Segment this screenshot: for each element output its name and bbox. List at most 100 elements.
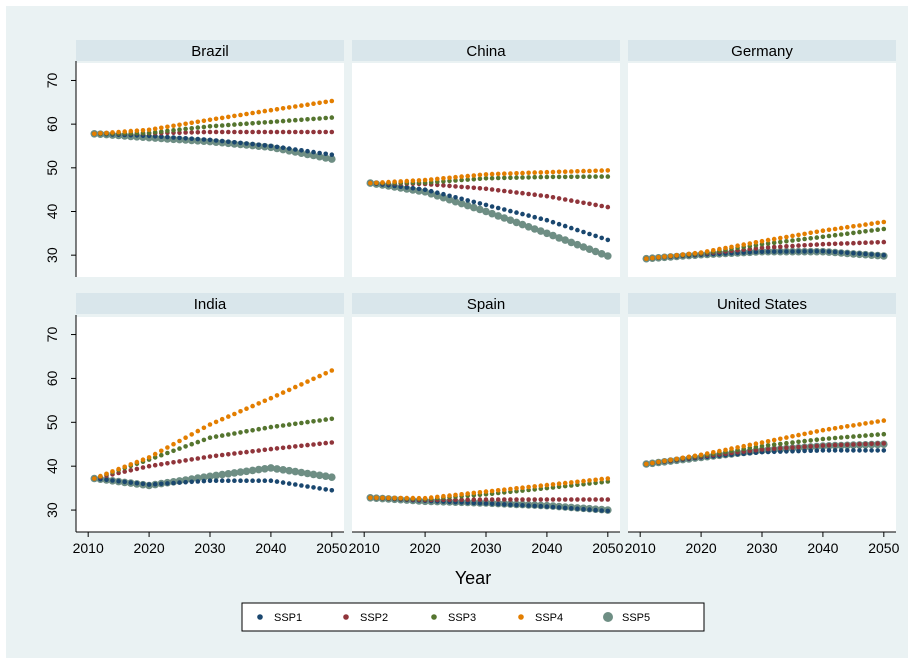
- marker-brazil-ssp1: [311, 149, 316, 155]
- marker-brazil-ssp1: [244, 141, 249, 146]
- marker-brazil-ssp1: [250, 141, 255, 147]
- marker-germany-ssp4: [747, 241, 753, 246]
- marker-brazil-ssp1: [286, 146, 292, 151]
- marker-united-states-ssp3: [838, 435, 844, 440]
- marker-china-ssp4: [569, 169, 574, 174]
- marker-united-states-ssp3: [857, 433, 862, 439]
- y-tick-label: 30: [44, 247, 60, 263]
- marker-india-ssp2: [189, 457, 194, 462]
- marker-india-ssp4: [329, 368, 335, 373]
- marker-spain-ssp4: [605, 476, 611, 481]
- marker-brazil-ssp2: [256, 129, 261, 135]
- marker-china-ssp2: [465, 185, 471, 190]
- marker-china-ssp3: [489, 175, 495, 181]
- marker-united-states-ssp4: [717, 448, 722, 454]
- marker-china-ssp5: [543, 229, 551, 238]
- marker-india-ssp2: [262, 447, 268, 453]
- marker-india-ssp2: [329, 440, 335, 445]
- marker-india-ssp1: [177, 480, 182, 485]
- marker-china-ssp4: [368, 180, 373, 186]
- marker-india-ssp4: [183, 435, 188, 441]
- marker-brazil-ssp4: [116, 129, 121, 135]
- marker-united-states-ssp4: [808, 430, 813, 436]
- legend-label-ssp1: SSP1: [274, 612, 302, 624]
- panel-strip-spain: [352, 293, 620, 314]
- marker-china-ssp4: [441, 176, 446, 181]
- x-tick-label: 2040: [531, 540, 562, 556]
- marker-brazil-ssp3: [183, 126, 188, 132]
- marker-india-ssp5: [328, 473, 336, 482]
- marker-united-states-ssp4: [686, 454, 692, 460]
- marker-india-ssp2: [232, 451, 237, 456]
- marker-germany-ssp4: [692, 250, 698, 256]
- marker-india-ssp4: [280, 390, 286, 395]
- marker-china-ssp4: [471, 173, 477, 178]
- panel-strip-china: [352, 40, 620, 61]
- marker-china-ssp3: [477, 176, 483, 181]
- marker-united-states-ssp4: [881, 418, 887, 423]
- marker-brazil-ssp4: [232, 113, 237, 119]
- marker-brazil-ssp4: [104, 130, 109, 136]
- x-tick-label: 2020: [686, 540, 717, 556]
- marker-germany-ssp4: [717, 246, 722, 252]
- marker-india-ssp3: [250, 428, 255, 433]
- marker-brazil-ssp4: [152, 126, 158, 132]
- marker-china-ssp3: [514, 175, 519, 180]
- marker-china-ssp3: [550, 174, 556, 180]
- y-tick-label: 70: [44, 327, 60, 343]
- marker-germany-ssp1: [796, 249, 801, 254]
- marker-united-states-ssp3: [808, 438, 813, 443]
- marker-china-ssp4: [374, 180, 379, 186]
- marker-spain-ssp4: [495, 488, 501, 493]
- marker-china-ssp4: [556, 169, 562, 175]
- marker-spain-ssp1: [605, 508, 611, 514]
- marker-brazil-ssp3: [244, 121, 249, 126]
- marker-india-ssp5: [273, 465, 281, 473]
- marker-india-ssp4: [317, 373, 322, 379]
- marker-germany-ssp2: [771, 244, 777, 250]
- marker-spain-ssp2: [489, 497, 495, 502]
- marker-china-ssp5: [500, 214, 509, 222]
- marker-china-ssp5: [463, 201, 472, 210]
- marker-united-states-ssp4: [656, 459, 661, 465]
- marker-india-ssp4: [244, 406, 249, 412]
- marker-india-ssp2: [134, 466, 140, 472]
- x-tick-label: 2030: [470, 540, 501, 556]
- marker-brazil-ssp2: [299, 129, 304, 135]
- marker-china-ssp4: [416, 178, 422, 183]
- marker-india-ssp3: [286, 422, 292, 427]
- marker-brazil-ssp1: [299, 148, 304, 153]
- marker-china-ssp1: [435, 190, 440, 195]
- marker-india-ssp4: [323, 371, 329, 376]
- marker-india-ssp1: [213, 478, 219, 484]
- marker-india-ssp1: [244, 478, 249, 484]
- marker-india-ssp1: [146, 482, 152, 487]
- marker-china-ssp4: [587, 168, 592, 174]
- marker-spain-ssp4: [398, 495, 404, 501]
- marker-germany-ssp4: [656, 255, 661, 260]
- marker-germany-ssp4: [784, 234, 789, 240]
- marker-united-states-ssp2: [814, 443, 820, 449]
- marker-china-ssp4: [465, 173, 471, 179]
- marker-india-ssp2: [152, 462, 158, 468]
- marker-india-ssp4: [311, 376, 316, 382]
- marker-spain-ssp2: [526, 497, 531, 502]
- marker-china-ssp4: [435, 176, 440, 182]
- legend-box: [241, 602, 705, 632]
- marker-united-states-ssp4: [729, 446, 734, 451]
- marker-united-states-ssp3: [765, 443, 771, 448]
- marker-brazil-ssp3: [201, 124, 207, 130]
- marker-brazil-ssp3: [268, 119, 274, 125]
- legend-marker-ssp3: [431, 614, 437, 620]
- marker-china-ssp5: [457, 199, 466, 208]
- marker-germany-ssp2: [759, 245, 765, 250]
- marker-brazil-ssp4: [299, 103, 304, 108]
- marker-india-ssp4: [207, 422, 213, 427]
- marker-india-ssp4: [250, 403, 255, 409]
- marker-china-ssp1: [532, 214, 537, 220]
- marker-spain-ssp2: [575, 497, 580, 502]
- marker-spain-ssp2: [459, 497, 464, 503]
- marker-india-ssp4: [171, 441, 176, 447]
- panel-title-germany: Germany: [731, 43, 793, 60]
- marker-china-ssp2: [605, 204, 611, 210]
